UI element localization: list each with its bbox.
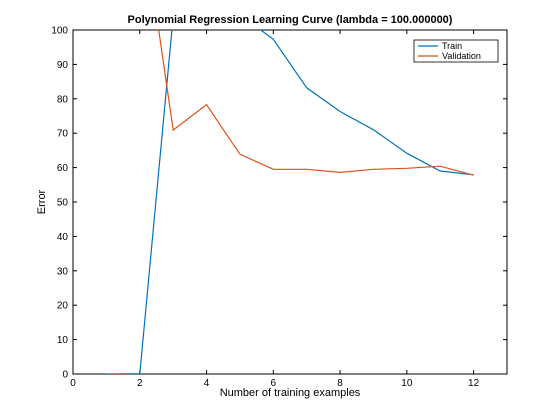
y-axis-label: Error (36, 189, 48, 214)
series-line-train (106, 30, 474, 374)
y-tick-label: 60 (57, 163, 69, 174)
plot-area: 0 2 4 6 8 10 12 0 10 20 30 40 50 60 70 80 90 100 (51, 26, 508, 389)
x-tick-label: 6 (271, 378, 277, 389)
axes-box (72, 29, 508, 375)
legend-label-validation: Validation (442, 51, 481, 61)
legend-label-train: Train (442, 41, 462, 51)
y-tick-label: 90 (57, 60, 69, 71)
y-tick-label: 70 (57, 129, 69, 140)
x-tick-label: 0 (70, 378, 76, 389)
y-tick-label: 50 (57, 198, 69, 209)
y-tick-label: 40 (57, 232, 69, 243)
series-line-validation (158, 30, 474, 176)
x-tick-label: 10 (401, 378, 413, 389)
y-tick-label: 0 (62, 370, 68, 381)
x-tick-label: 8 (337, 378, 343, 389)
y-tick-label: 100 (51, 26, 68, 37)
x-axis-label: Number of training examples (220, 387, 361, 399)
y-tick-label: 20 (57, 301, 69, 312)
chart-title: Polynomial Regression Learning Curve (la… (128, 14, 453, 26)
y-tick-label: 80 (57, 94, 69, 105)
x-tick-label: 4 (204, 378, 210, 389)
y-tick-label: 30 (57, 266, 69, 277)
x-tick-label: 12 (468, 378, 480, 389)
x-tick-label: 2 (137, 378, 143, 389)
y-tick-label: 10 (57, 335, 69, 346)
